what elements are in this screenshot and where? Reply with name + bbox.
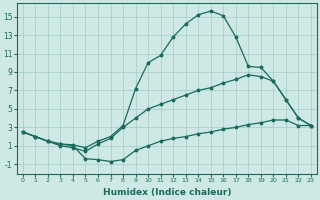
X-axis label: Humidex (Indice chaleur): Humidex (Indice chaleur) [103, 188, 231, 197]
